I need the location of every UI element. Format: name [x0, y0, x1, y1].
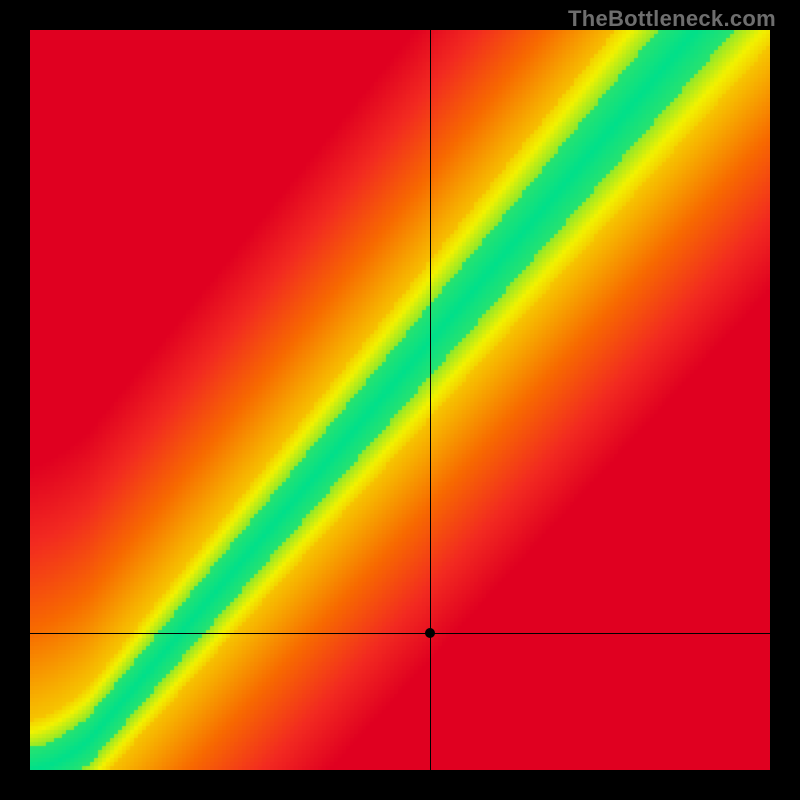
crosshair-horizontal — [30, 633, 770, 634]
crosshair-vertical — [430, 30, 431, 770]
bottleneck-heatmap — [30, 30, 770, 770]
watermark-text: TheBottleneck.com — [568, 6, 776, 32]
heatmap-canvas — [30, 30, 770, 770]
selection-point — [425, 628, 435, 638]
